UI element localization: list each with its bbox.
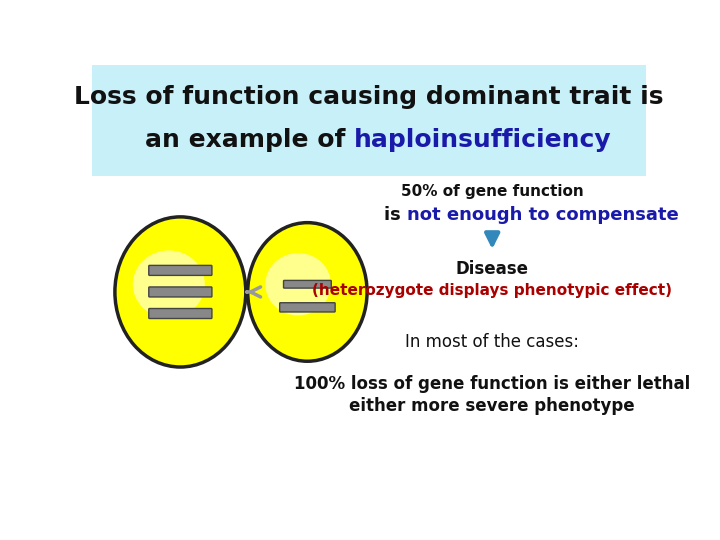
- Text: Loss of function causing dominant trait is: Loss of function causing dominant trait …: [74, 85, 664, 109]
- Text: haploinsufficiency: haploinsufficiency: [354, 129, 611, 152]
- Text: (heterozygote displays phenotypic effect): (heterozygote displays phenotypic effect…: [312, 283, 672, 298]
- Text: is: is: [384, 206, 408, 224]
- Text: 50% of gene function: 50% of gene function: [401, 184, 584, 199]
- Ellipse shape: [266, 253, 331, 315]
- FancyBboxPatch shape: [149, 265, 212, 275]
- Text: 100% loss of gene function is either lethal: 100% loss of gene function is either let…: [294, 375, 690, 393]
- FancyBboxPatch shape: [149, 308, 212, 319]
- Text: an example of: an example of: [145, 129, 354, 152]
- Ellipse shape: [115, 217, 246, 367]
- FancyBboxPatch shape: [149, 287, 212, 297]
- Text: either more severe phenotype: either more severe phenotype: [349, 397, 635, 415]
- Text: Disease: Disease: [456, 260, 528, 278]
- Ellipse shape: [132, 251, 204, 318]
- FancyBboxPatch shape: [279, 303, 335, 312]
- Bar: [92, 65, 647, 177]
- FancyBboxPatch shape: [284, 280, 331, 288]
- Text: not enough to compensate: not enough to compensate: [408, 206, 679, 224]
- Text: In most of the cases:: In most of the cases:: [405, 333, 579, 351]
- Ellipse shape: [248, 222, 367, 361]
